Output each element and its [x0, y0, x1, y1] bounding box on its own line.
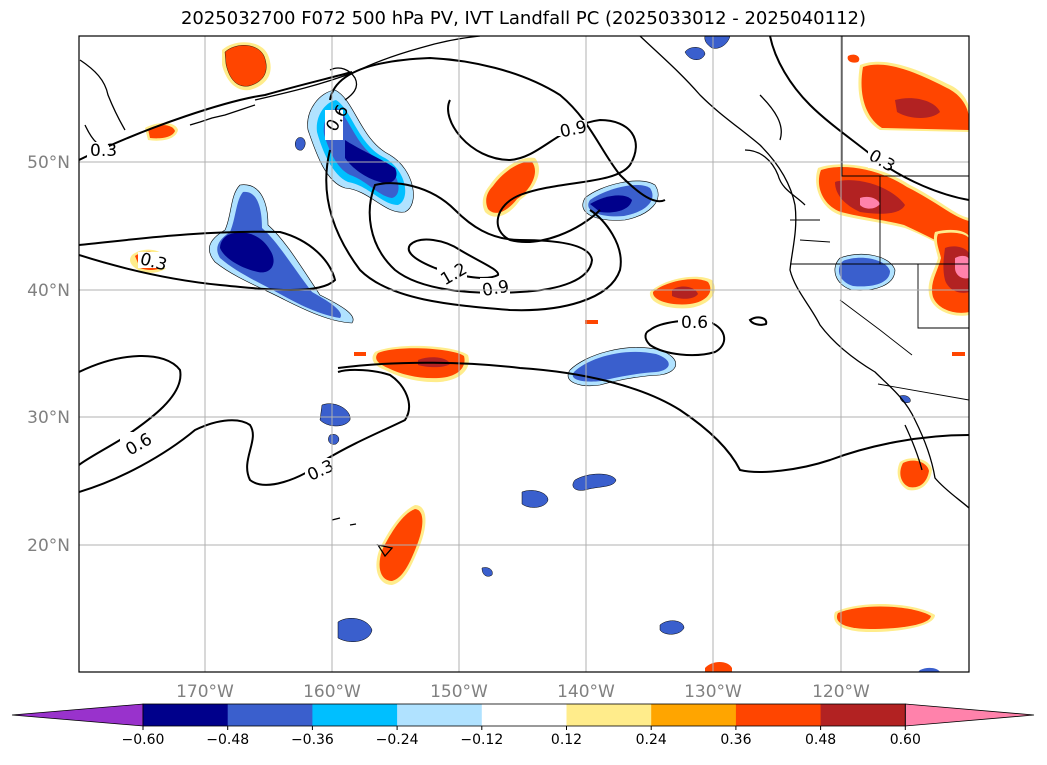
negative-anomaly-blob	[319, 403, 351, 427]
negative-anomaly-blob	[208, 184, 354, 324]
negative-anomaly-blob	[704, 36, 731, 49]
map-frame	[78, 35, 970, 673]
negative-anomaly-blob	[659, 620, 685, 635]
colorbar-label: −0.48	[206, 732, 249, 748]
positive-anomaly-blob	[952, 352, 965, 356]
negative-anomaly-blob	[918, 667, 940, 672]
colorbar-label: −0.60	[122, 732, 165, 748]
colorbar-segment	[312, 704, 398, 726]
lon-label: 160°W	[303, 682, 361, 702]
colorbar: −0.60 −0.48 −0.36 −0.24 −0.12 0.12 0.24 0.36 0.4…	[11, 703, 1035, 748]
negative-anomaly-blob	[481, 567, 493, 577]
lat-label: 20°N	[27, 536, 70, 556]
lon-label: 130°W	[684, 682, 742, 702]
colorbar-frame	[142, 703, 906, 727]
colorbar-segment	[227, 704, 313, 726]
map-area[interactable]: 0.3 0.6 0.9 0.9 1.2 0.3 0.6 0.6 0.3 0.3	[79, 36, 971, 672]
coastlines	[79, 36, 969, 558]
colorbar-segment	[735, 704, 822, 726]
colorbar-label: −0.36	[291, 732, 334, 748]
colorbar-segment	[651, 704, 737, 726]
colorbar-segment	[143, 704, 229, 726]
political-borders	[790, 36, 969, 401]
colorbar-label: 0.60	[890, 732, 921, 748]
negative-anomaly-blob	[337, 618, 373, 642]
negative-anomaly-blob	[684, 47, 706, 60]
page-title: 2025032700 F072 500 hPa PV, IVT Landfall…	[180, 8, 867, 29]
lat-label: 40°N	[27, 281, 70, 301]
colorbar-label: 0.48	[805, 732, 836, 748]
positive-anomaly-blob	[354, 352, 366, 356]
contour-label: 0.3	[90, 141, 117, 161]
colorbar-segment	[820, 704, 906, 726]
colorbar-label: 0.24	[636, 732, 667, 748]
positive-anomaly-blob	[705, 662, 732, 672]
colorbar-segment	[481, 704, 567, 726]
lon-label: 150°W	[430, 682, 488, 702]
colorbar-label: 0.12	[551, 732, 582, 748]
coastline-siberia	[79, 59, 126, 131]
colorbar-label: −0.24	[376, 732, 419, 748]
colorbar-extend-min	[11, 703, 144, 727]
colorbar-label: 0.36	[720, 732, 751, 748]
colorbar-label: −0.12	[460, 732, 503, 748]
lon-label: 170°W	[176, 682, 234, 702]
negative-anomaly-blob	[572, 473, 617, 491]
gridlines	[79, 36, 969, 672]
positive-anomaly-blob	[847, 54, 860, 63]
colorbar-extend-max	[904, 703, 1035, 727]
lat-label: 50°N	[27, 153, 70, 173]
contour-label: 0.9	[481, 277, 511, 301]
latitude-labels: 50°N 40°N 30°N 20°N	[27, 153, 70, 556]
longitude-labels: 170°W 160°W 150°W 140°W 130°W 120°W	[176, 682, 870, 702]
lat-label: 30°N	[27, 408, 70, 428]
contour-labels: 0.3 0.6 0.9 0.9 1.2 0.3 0.6 0.6 0.3 0.3	[87, 102, 899, 486]
negative-anomaly-blob	[521, 490, 549, 508]
shaded-anomalies	[130, 36, 969, 672]
positive-anomaly-blob	[585, 320, 598, 324]
colorbar-segment	[397, 704, 483, 726]
contour-label: 0.6	[681, 313, 708, 333]
negative-anomaly-blob	[328, 434, 340, 445]
lon-label: 140°W	[557, 682, 615, 702]
negative-anomaly-blob	[582, 180, 659, 221]
lon-label: 120°W	[812, 682, 870, 702]
colorbar-segment	[566, 704, 652, 726]
pc-contours	[79, 36, 969, 493]
